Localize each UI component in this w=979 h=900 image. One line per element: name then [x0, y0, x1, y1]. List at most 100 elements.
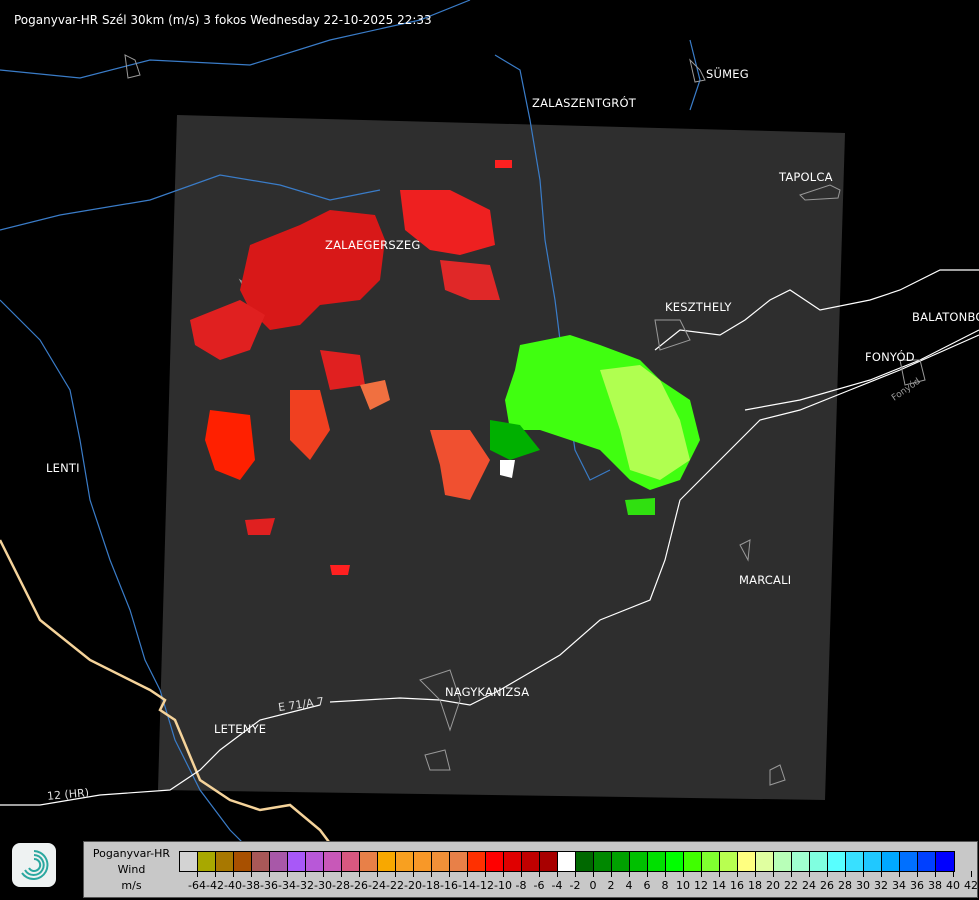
legend-tick-label: 40	[946, 879, 960, 892]
legend-swatch	[450, 852, 468, 871]
legend-tick-label: 6	[643, 879, 651, 892]
legend-tick	[251, 871, 252, 877]
legend-tick-label: -18	[422, 879, 440, 892]
legend-tick	[809, 871, 810, 877]
legend-tick	[755, 871, 756, 877]
legend-swatch	[864, 852, 882, 871]
legend-tick	[503, 871, 504, 877]
legend-tick-label: 2	[607, 879, 615, 892]
echo-orange-near	[430, 430, 490, 500]
color-legend: Poganyvar-HR Wind m/s -64 -42 -40 -38 -36 -34…	[83, 841, 978, 898]
legend-swatch	[414, 852, 432, 871]
legend-title: Poganyvar-HR Wind m/s	[84, 846, 179, 894]
legend-swatch	[252, 852, 270, 871]
legend-tick-label: -40	[224, 879, 242, 892]
legend-tick-label: -12	[476, 879, 494, 892]
legend-swatch	[198, 852, 216, 871]
legend-tick	[971, 871, 972, 877]
legend-tick-label: 24	[802, 879, 816, 892]
legend-tick-label: -6	[533, 879, 545, 892]
legend-swatch	[432, 852, 450, 871]
legend-tick-label: -42	[206, 879, 224, 892]
legend-swatch	[522, 852, 540, 871]
legend-tick-label: -16	[440, 879, 458, 892]
legend-swatch	[936, 852, 954, 871]
echo-red-mid	[440, 260, 500, 300]
legend-tick	[953, 871, 954, 877]
legend-swatch	[288, 852, 306, 871]
legend-tick	[395, 871, 396, 877]
legend-tick	[629, 871, 630, 877]
legend-tick	[935, 871, 936, 877]
legend-tick-label: 42	[964, 879, 978, 892]
legend-swatch	[612, 852, 630, 871]
legend-tick-label: -14	[458, 879, 476, 892]
legend-swatch	[882, 852, 900, 871]
legend-tick	[431, 871, 432, 877]
legend-swatch	[486, 852, 504, 871]
rivers	[0, 0, 701, 861]
echo-lightgreen-east	[600, 365, 690, 480]
legend-swatch	[180, 852, 198, 871]
echo-red-s2	[330, 565, 350, 575]
legend-swatch	[216, 852, 234, 871]
legend-tick-label: -4	[551, 879, 563, 892]
legend-swatch	[468, 852, 486, 871]
legend-tick-label: -22	[386, 879, 404, 892]
echo-red-c	[320, 350, 365, 390]
legend-swatch	[360, 852, 378, 871]
legend-tick-label: 22	[784, 879, 798, 892]
roads	[0, 269, 979, 806]
legend-tick-label: -36	[260, 879, 278, 892]
legend-swatches	[179, 851, 955, 872]
echo-orange-c	[360, 380, 390, 410]
swirl-icon	[21, 850, 49, 880]
legend-tick	[683, 871, 684, 877]
legend-swatch	[720, 852, 738, 871]
legend-swatch	[234, 852, 252, 871]
legend-swatch	[756, 852, 774, 871]
echo-red-zalaegerszeg	[240, 210, 385, 330]
legend-tick-label: -38	[242, 879, 260, 892]
legend-quantity: Wind	[117, 863, 146, 876]
radar-echoes	[190, 160, 700, 575]
legend-swatch	[648, 852, 666, 871]
legend-swatch	[558, 852, 576, 871]
city-label-balatonboglar: BALATONBO	[912, 310, 979, 324]
legend-product: Poganyvar-HR	[92, 847, 171, 860]
legend-tick-label: -24	[368, 879, 386, 892]
legend-tick	[845, 871, 846, 877]
legend-swatch	[396, 852, 414, 871]
legend-tick	[287, 871, 288, 877]
legend-tick-label: 10	[676, 879, 690, 892]
legend-tick-label: 34	[892, 879, 906, 892]
legend-tick-label: -8	[515, 879, 527, 892]
legend-tick-label: 8	[661, 879, 669, 892]
city-label-zalaegerszeg: ZALAEGERSZEG	[325, 238, 421, 252]
legend-tick	[197, 871, 198, 877]
legend-tick	[467, 871, 468, 877]
legend-tick	[377, 871, 378, 877]
legend-swatch	[378, 852, 396, 871]
legend-tick	[233, 871, 234, 877]
legend-tick-label: -64	[188, 879, 206, 892]
legend-tick-label: -34	[278, 879, 296, 892]
legend-tick	[665, 871, 666, 877]
legend-tick	[863, 871, 864, 877]
legend-tick-label: 20	[766, 879, 780, 892]
city-label-keszthely: KESZTHELY	[665, 300, 732, 314]
legend-tick-label: 14	[712, 879, 726, 892]
legend-swatch	[774, 852, 792, 871]
legend-tick	[737, 871, 738, 877]
legend-tick	[269, 871, 270, 877]
legend-tick	[593, 871, 594, 877]
legend-tick	[899, 871, 900, 877]
legend-tick-label: 26	[820, 879, 834, 892]
legend-swatch	[576, 852, 594, 871]
echo-green-near	[490, 420, 540, 460]
legend-swatch	[684, 852, 702, 871]
legend-swatch	[540, 852, 558, 871]
city-label-lenti: LENTI	[46, 461, 80, 475]
legend-tick-label: 0	[589, 879, 597, 892]
